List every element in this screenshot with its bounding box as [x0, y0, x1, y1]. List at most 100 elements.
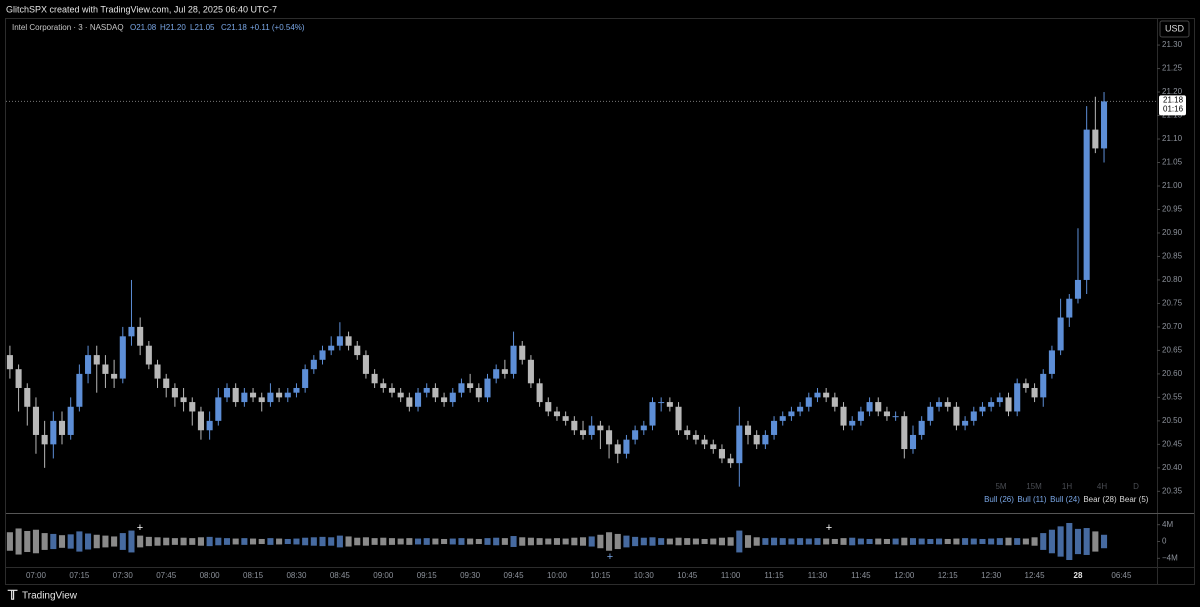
- volume-bar: [493, 537, 500, 546]
- candle-body: [336, 336, 343, 346]
- volume-bar: [875, 538, 882, 545]
- volume-bar: [1083, 528, 1090, 555]
- volume-bar: [223, 538, 231, 545]
- volume-bar: [988, 538, 995, 545]
- candle-body: [189, 402, 196, 412]
- x-tick-label: 08:30: [286, 571, 307, 580]
- footer-brand[interactable]: TradingView: [22, 591, 78, 602]
- volume-bar: [797, 538, 804, 545]
- candle-body: [519, 345, 526, 360]
- volume-bar: [154, 537, 161, 546]
- volume-tick-label: −4M: [1162, 553, 1178, 562]
- x-tick-label: 12:15: [938, 571, 959, 580]
- y-tick-label: 20.75: [1162, 299, 1183, 308]
- candle-body: [649, 402, 656, 426]
- volume-bar: [6, 532, 13, 551]
- volume-bar: [1022, 538, 1029, 545]
- candle-body: [623, 439, 630, 454]
- volume-bar: [111, 536, 118, 547]
- volume-bar: [753, 537, 760, 546]
- volume-bar: [197, 537, 204, 546]
- candle-body: [24, 387, 31, 407]
- y-tick-label: 20.40: [1162, 463, 1183, 472]
- volume-bar: [692, 538, 699, 545]
- volume-bar: [345, 536, 352, 547]
- candle-body: [293, 387, 300, 393]
- volume-bar: [519, 537, 526, 546]
- candle-body: [823, 392, 830, 398]
- volume-bar: [406, 538, 413, 545]
- volume-bar: [883, 538, 890, 545]
- x-tick-label: 07:00: [26, 571, 47, 580]
- candle-body: [1100, 101, 1108, 149]
- candle-body: [883, 411, 890, 417]
- volume-bar: [180, 537, 187, 546]
- volume-bar: [597, 534, 604, 549]
- candle-body: [918, 420, 925, 435]
- candle-body: [771, 420, 778, 435]
- candle-body: [449, 392, 456, 403]
- y-tick-label: 21.10: [1162, 134, 1183, 143]
- candle-body: [727, 458, 734, 464]
- volume-bar: [849, 537, 856, 546]
- x-tick-label: 07:30: [113, 571, 134, 580]
- volume-bar: [276, 538, 283, 545]
- volume-bar: [866, 538, 873, 545]
- candle-body: [744, 425, 752, 435]
- candle-body: [58, 420, 66, 435]
- candle-body: [1074, 279, 1082, 299]
- volume-bar: [250, 538, 257, 545]
- volume-bar: [362, 537, 369, 546]
- volume-bar: [310, 537, 317, 546]
- volume-bar: [840, 538, 847, 545]
- volume-bar: [501, 538, 508, 545]
- volume-bar: [545, 538, 552, 545]
- candle-body: [779, 416, 786, 421]
- ohlc-value: L21.05: [190, 23, 215, 32]
- candle-body: [119, 336, 126, 379]
- y-tick-label: 20.70: [1162, 322, 1183, 331]
- candle-body: [197, 411, 204, 431]
- candle-body: [310, 359, 317, 370]
- y-tick-label: 20.85: [1162, 252, 1183, 261]
- candle-body: [979, 406, 986, 412]
- volume-bar: [423, 538, 430, 545]
- candle-body: [414, 392, 422, 407]
- candle-body: [93, 355, 100, 365]
- candle-body: [762, 434, 769, 445]
- candle-body: [909, 434, 917, 450]
- volume-bar: [441, 538, 448, 545]
- candle-body: [354, 345, 361, 356]
- volume-bar: [145, 536, 152, 547]
- volume-bar: [1092, 531, 1099, 552]
- chart-title: Intel Corporation · 3 · NASDAQ: [12, 23, 124, 32]
- candle-body: [137, 326, 144, 346]
- ohlc-value: H21.20: [160, 23, 186, 32]
- frame: [5, 18, 1195, 585]
- volume-bar: [936, 538, 943, 545]
- candle-body: [302, 369, 309, 388]
- candle-body: [1092, 129, 1099, 149]
- volume-bar: [736, 530, 743, 553]
- volume-bar: [658, 538, 665, 545]
- candle-body: [76, 373, 83, 407]
- candle-body: [397, 392, 404, 398]
- volume-bar: [284, 538, 291, 545]
- volume-bar: [1005, 537, 1012, 546]
- volume-bar: [1031, 537, 1038, 546]
- y-tick-label: 20.55: [1162, 392, 1183, 401]
- signal-marker: +: [137, 522, 143, 534]
- timeframe-label: 1H: [1062, 482, 1072, 491]
- volume-bar: [962, 538, 969, 545]
- volume-bar: [232, 538, 239, 545]
- candle-body: [501, 369, 508, 374]
- volume-bar: [510, 536, 517, 547]
- candle-body: [953, 406, 960, 426]
- candle-body: [67, 406, 74, 435]
- volume-bar: [215, 537, 222, 546]
- volume-bar: [189, 538, 196, 545]
- candle-body: [258, 397, 265, 403]
- currency-box[interactable]: [1159, 20, 1190, 38]
- y-tick-label: 21.30: [1162, 40, 1183, 49]
